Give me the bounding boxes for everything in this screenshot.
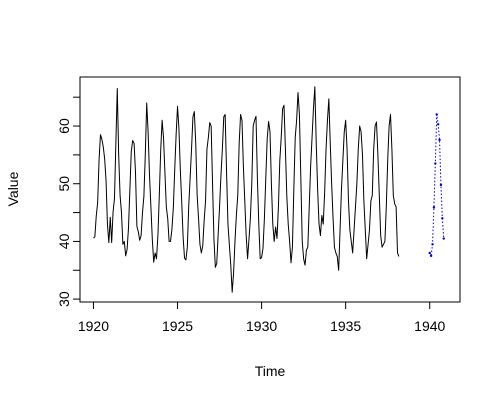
y-tick-label: 60	[56, 118, 72, 134]
x-tick-label: 1940	[414, 318, 445, 334]
forecast-point	[441, 217, 444, 220]
forecast-point	[442, 237, 445, 240]
forecast-point	[428, 251, 431, 255]
forecast-point	[438, 138, 441, 142]
forecast-point	[439, 183, 443, 187]
forecast-point	[431, 243, 434, 246]
forecast-point	[432, 206, 436, 209]
y-tick-label: 30	[56, 291, 72, 307]
x-tick-label: 1920	[78, 318, 109, 334]
x-axis: 1920 1925 1930 1935 1940	[78, 301, 446, 334]
forecast-point	[429, 254, 433, 258]
forecast-point	[435, 113, 438, 116]
series-layer	[93, 86, 445, 293]
x-tick-label: 1925	[162, 318, 193, 334]
y-axis-label: Value	[5, 171, 21, 206]
y-tick-label: 40	[56, 233, 72, 249]
x-axis-label: Time	[255, 363, 286, 379]
x-tick-label: 1935	[330, 318, 361, 334]
y-tick-label: 50	[56, 176, 72, 192]
x-tick-label: 1930	[246, 318, 277, 334]
y-axis: 30 40 50 60	[56, 96, 81, 307]
forecast-point	[434, 162, 437, 165]
observed-series-line	[93, 86, 400, 293]
forecast-point	[436, 123, 440, 126]
